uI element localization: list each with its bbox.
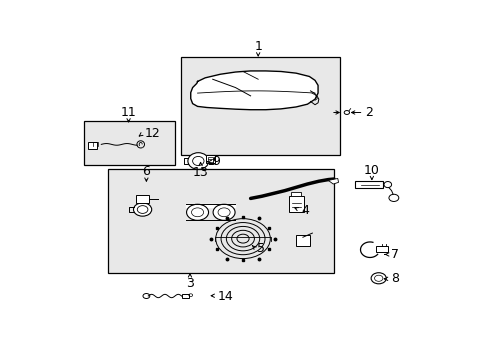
Bar — [180, 57, 339, 156]
Text: 12: 12 — [144, 127, 160, 140]
Ellipse shape — [187, 153, 208, 169]
Ellipse shape — [186, 204, 208, 220]
Bar — [290, 192, 301, 196]
Text: 14: 14 — [218, 289, 233, 302]
Bar — [375, 246, 387, 252]
Bar — [296, 235, 309, 246]
Bar — [108, 169, 333, 273]
Bar — [87, 141, 97, 149]
Bar — [136, 195, 149, 203]
Text: 3: 3 — [185, 278, 194, 291]
Polygon shape — [190, 71, 317, 110]
Ellipse shape — [133, 203, 151, 216]
Text: 6: 6 — [142, 166, 150, 179]
Bar — [206, 155, 214, 163]
Text: 13: 13 — [192, 166, 208, 179]
Polygon shape — [186, 204, 235, 207]
Text: 9: 9 — [212, 156, 220, 168]
Text: 8: 8 — [390, 272, 398, 285]
Text: 5: 5 — [257, 242, 265, 255]
Ellipse shape — [383, 181, 391, 188]
Text: 4: 4 — [301, 203, 309, 217]
Text: 11: 11 — [121, 105, 136, 118]
Text: 7: 7 — [390, 248, 398, 261]
Text: 2: 2 — [365, 106, 372, 119]
Bar — [84, 121, 175, 165]
Bar — [208, 157, 212, 162]
Text: 1: 1 — [254, 40, 262, 53]
Circle shape — [370, 273, 386, 284]
Bar — [182, 294, 189, 298]
Bar — [354, 181, 383, 188]
Text: 10: 10 — [363, 164, 379, 177]
Bar — [288, 195, 303, 212]
Polygon shape — [327, 179, 338, 184]
Ellipse shape — [213, 204, 235, 220]
